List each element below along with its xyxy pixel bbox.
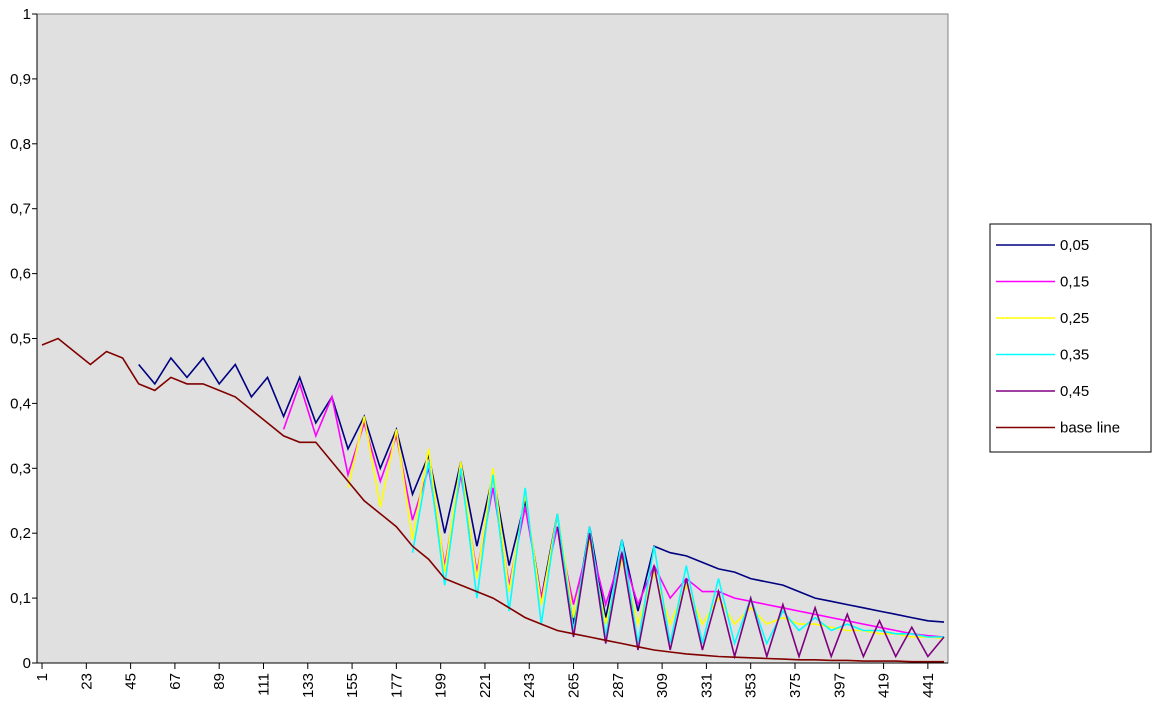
- y-tick-label: 0,1: [10, 590, 31, 607]
- plot-area: [36, 13, 949, 664]
- x-tick-label: 155: [344, 673, 361, 698]
- x-tick-label: 111: [255, 673, 272, 696]
- y-tick-label: 0,3: [10, 460, 31, 477]
- legend-label: 0,25: [1060, 310, 1089, 327]
- legend-box: [989, 223, 1152, 453]
- x-tick-label: 309: [654, 673, 671, 698]
- x-tick-label: 89: [211, 673, 228, 690]
- x-tick-label: 67: [167, 673, 184, 690]
- y-tick-label: 0,2: [10, 525, 31, 542]
- x-tick-label: 287: [610, 673, 627, 698]
- x-tick-label: 375: [787, 673, 804, 698]
- x-tick-label: 441: [920, 673, 937, 698]
- x-tick-label: 243: [521, 673, 538, 698]
- x-tick-label: 45: [123, 673, 140, 690]
- y-tick-label: 0,7: [10, 201, 31, 218]
- x-tick-label: 133: [300, 673, 317, 698]
- legend-label: 0,35: [1060, 347, 1089, 364]
- x-tick-label: 23: [78, 673, 95, 690]
- legend-label: 0,05: [1060, 237, 1089, 254]
- y-tick-label: 1: [23, 6, 31, 23]
- legend-label: 0,45: [1060, 383, 1089, 400]
- y-tick-label: 0: [23, 655, 31, 672]
- series-line: [41, 337, 944, 663]
- y-tick-label: 0,8: [10, 136, 31, 153]
- x-tick-label: 353: [743, 673, 760, 698]
- legend-label: 0,15: [1060, 274, 1089, 291]
- x-tick-label: 177: [388, 673, 405, 698]
- x-tick-label: 199: [433, 673, 450, 698]
- series-line: [411, 461, 944, 647]
- x-tick-label: 331: [698, 673, 715, 698]
- series-line: [556, 526, 945, 660]
- x-tick-label: 265: [566, 673, 583, 698]
- x-tick-label: 221: [477, 673, 494, 698]
- legend-label: base line: [1060, 420, 1120, 437]
- x-tick-label: 1: [34, 673, 51, 681]
- x-tick-label: 397: [831, 673, 848, 698]
- y-tick-label: 0,9: [10, 71, 31, 88]
- y-tick-label: 0,4: [10, 395, 31, 412]
- x-tick-label: 419: [876, 673, 893, 698]
- y-tick-label: 0,5: [10, 331, 31, 348]
- y-tick-label: 0,6: [10, 266, 31, 283]
